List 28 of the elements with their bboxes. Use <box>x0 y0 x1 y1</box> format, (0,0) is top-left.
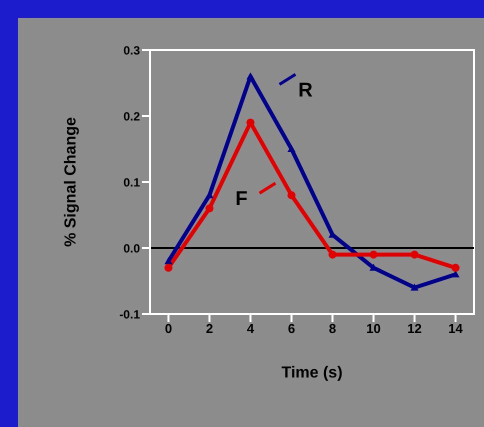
point <box>164 264 172 272</box>
x-tick-label: 6 <box>288 321 296 336</box>
x-tick-label: 8 <box>328 321 336 336</box>
x-tick-label: 12 <box>407 321 422 336</box>
y-tick-label: 0.2 <box>123 109 140 124</box>
y-tick-label: 0.3 <box>123 43 140 58</box>
point <box>328 250 337 259</box>
y-tick-label: 0.0 <box>123 241 140 256</box>
point <box>164 257 172 264</box>
y-axis-title: % Signal Change <box>62 117 80 247</box>
legend-label: R <box>298 79 314 102</box>
x-axis-title: Time (s) <box>281 364 343 382</box>
x-tick-label: 4 <box>246 321 255 336</box>
point <box>410 284 419 291</box>
point <box>287 191 296 200</box>
x-tick-label: 10 <box>366 321 381 336</box>
legend-label: F <box>235 188 248 210</box>
point <box>246 72 254 80</box>
point <box>410 250 419 259</box>
y-tick-label: -0.1 <box>119 307 140 322</box>
point <box>287 145 296 152</box>
x-tick-label: 14 <box>448 321 464 336</box>
y-tick-label: 0.1 <box>123 175 140 190</box>
point <box>205 204 214 212</box>
x-tick-label: 0 <box>164 321 172 336</box>
point <box>370 250 378 259</box>
x-tick-label: 2 <box>206 321 214 336</box>
point <box>452 264 460 272</box>
